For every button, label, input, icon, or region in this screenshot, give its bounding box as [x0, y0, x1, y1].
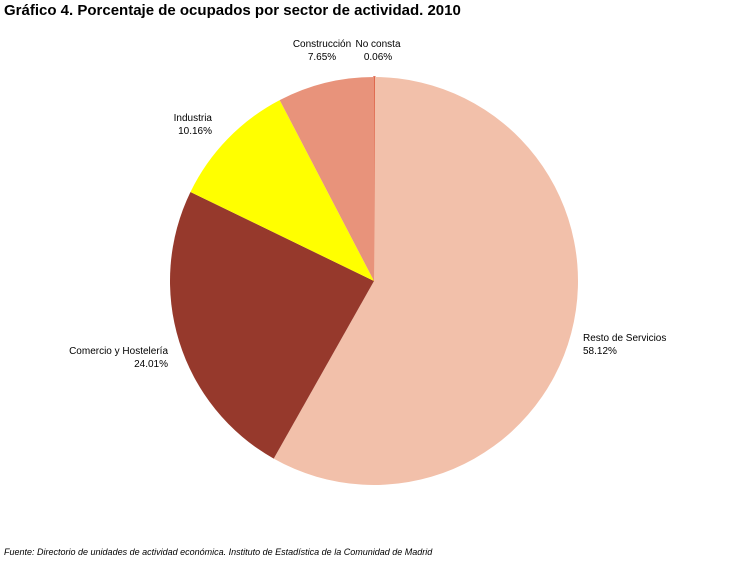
slice-label: Industria [174, 113, 213, 124]
slice-value-label: 58.12% [583, 346, 617, 357]
slice-value-label: 0.06% [364, 52, 392, 63]
slice-label: Resto de Servicios [583, 333, 666, 344]
pie-slice-construcci-n [279, 77, 374, 281]
pie-slice-no-consta [373, 76, 376, 282]
pie-slice-comercio-y-hosteler-a [169, 191, 374, 459]
source-note: Fuente: Directorio de unidades de activi… [4, 547, 433, 557]
chart-title: Gráfico 4. Porcentaje de ocupados por se… [4, 2, 461, 19]
slice-value-label: 10.16% [178, 126, 212, 137]
slice-label: No consta [355, 39, 400, 50]
slice-label: Construcción [293, 39, 351, 50]
slice-label: Comercio y Hostelería [69, 346, 168, 357]
pie-slices [169, 76, 578, 485]
slice-labels: No consta 0.06% Resto de Servicios 58.12% Co… [69, 39, 666, 370]
pie-slice-resto-de-servicios [273, 77, 578, 485]
slice-value-label: 7.65% [308, 52, 336, 63]
pie-slice-industria [190, 100, 374, 281]
slice-value-label: 24.01% [134, 359, 168, 370]
